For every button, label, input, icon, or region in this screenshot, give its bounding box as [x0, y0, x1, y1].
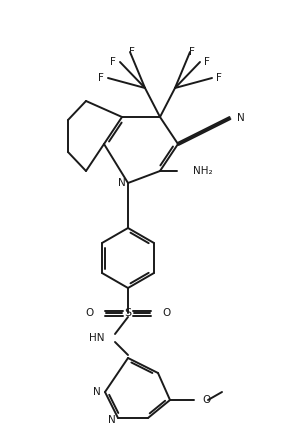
Text: HN: HN	[89, 333, 105, 343]
Text: F: F	[189, 47, 195, 57]
Text: N: N	[108, 415, 116, 425]
Text: N: N	[93, 387, 101, 397]
Text: N: N	[237, 113, 245, 123]
Text: N: N	[118, 178, 126, 188]
Text: O: O	[162, 308, 170, 318]
Text: F: F	[216, 73, 222, 83]
Text: O: O	[86, 308, 94, 318]
Text: F: F	[98, 73, 104, 83]
Text: O: O	[202, 395, 210, 405]
Text: S: S	[124, 308, 131, 318]
Text: NH₂: NH₂	[193, 166, 213, 176]
Text: F: F	[129, 47, 135, 57]
Text: F: F	[204, 57, 210, 67]
Text: F: F	[110, 57, 116, 67]
